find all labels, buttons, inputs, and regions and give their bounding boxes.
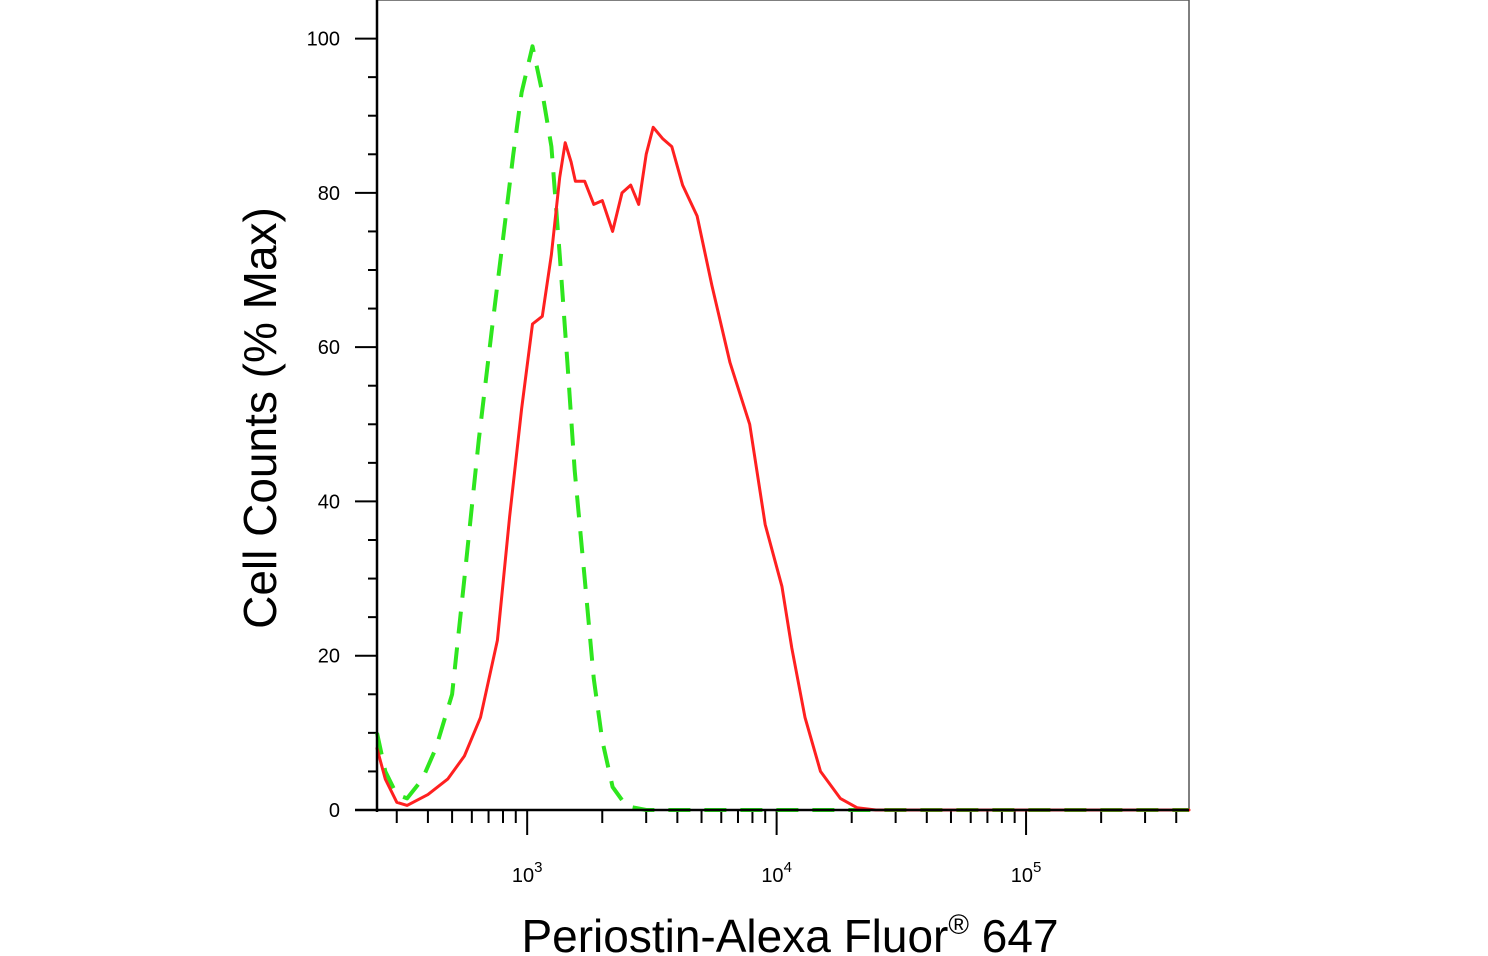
y-axis-title: Cell Counts (% Max) [234,207,286,629]
x-tick-label: 105 [1011,859,1042,887]
series-curve-1 [375,44,1189,812]
x-tick-label: 104 [761,859,792,887]
plot-frame [376,0,1190,811]
y-tick-label: 0 [329,800,340,822]
x-axis-title-tail: 647 [969,910,1059,956]
y-axis-ticks: 0 20 40 60 80 100 [307,29,377,822]
y-tick-label: 80 [318,183,340,205]
y-tick-label: 20 [318,646,340,668]
x-axis-title-registered-mark: ® [948,909,969,940]
series-curve-2 [375,125,1191,812]
x-axis-title-main: Periostin-Alexa Fluor [521,910,948,956]
x-axis-ticks: 103 104 105 [395,810,1178,887]
y-tick-label: 100 [307,29,340,51]
series-layer [375,44,1191,812]
x-tick-label: 103 [512,859,543,887]
y-tick-label: 40 [318,491,340,513]
x-axis-title: Periostin-Alexa Fluor® 647 [521,909,1058,956]
y-tick-label: 60 [318,337,340,359]
